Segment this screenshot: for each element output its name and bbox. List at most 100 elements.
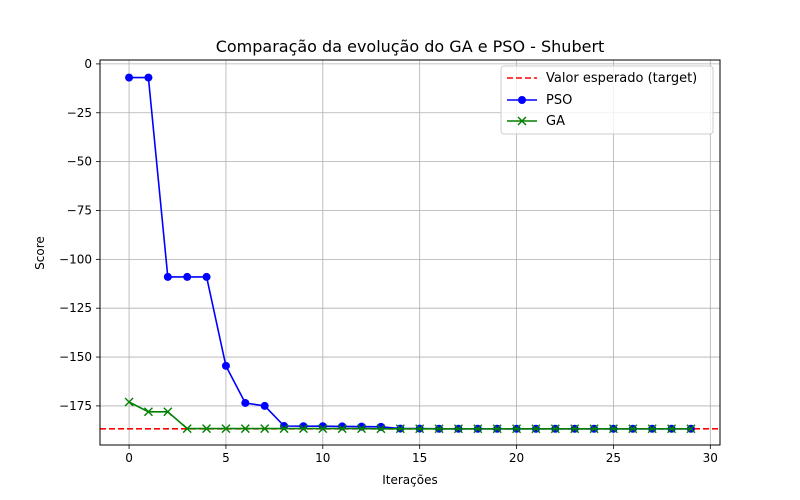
- legend-ga-marker-stroke: [517, 116, 527, 126]
- x-tick-label: 20: [509, 451, 524, 465]
- ga-point: [202, 424, 212, 434]
- legend-box: [500, 65, 714, 135]
- pso-point: [163, 272, 172, 281]
- ga-point: [550, 424, 560, 434]
- ga-point-stroke: [453, 424, 463, 434]
- ga-point-stroke: [589, 424, 599, 434]
- ga-point: [395, 424, 405, 434]
- pso-point: [125, 73, 134, 82]
- ga-point: [434, 424, 444, 434]
- pso-point: [144, 73, 153, 82]
- legend: Valor esperado (target) PSO GA: [500, 65, 714, 135]
- ga-point: [143, 407, 153, 417]
- ga-point-stroke: [240, 424, 250, 434]
- ga-point-stroke: [570, 424, 580, 434]
- ga-point-stroke: [202, 424, 212, 434]
- y-tick-label: −75: [67, 203, 92, 217]
- x-tick-label: 0: [125, 451, 133, 465]
- legend-ga-label: GA: [546, 114, 565, 129]
- y-axis-label: Score: [33, 236, 47, 270]
- ga-point: [240, 424, 250, 434]
- ga-point: [453, 424, 463, 434]
- x-tick-label: 25: [606, 451, 621, 465]
- ga-point-stroke: [357, 424, 367, 434]
- ga-point-stroke: [376, 424, 386, 434]
- series-group: [124, 73, 696, 434]
- ga-point: [667, 424, 677, 434]
- y-tick-label: −25: [67, 106, 92, 120]
- ga-point: [357, 424, 367, 434]
- x-tick-label: 5: [222, 451, 230, 465]
- ticks: 0 5 10 15 20 25 30 0 −25 −50 −75 −100 −125 −150 −175: [59, 57, 718, 465]
- ga-point-stroke: [143, 407, 153, 417]
- ga-point-stroke: [124, 397, 134, 407]
- ga-point: [492, 424, 502, 434]
- ga-point-stroke: [492, 424, 502, 434]
- grid: [100, 60, 720, 445]
- legend-pso-marker: [518, 96, 526, 104]
- ga-point-stroke: [298, 424, 308, 434]
- ga-point: [512, 424, 522, 434]
- ga-point: [124, 397, 134, 407]
- pso-point: [260, 401, 269, 410]
- ga-point: [473, 424, 483, 434]
- ga-point-stroke: [531, 424, 541, 434]
- ga-point: [163, 407, 173, 417]
- y-tick-label: 0: [84, 57, 92, 71]
- ga-point-stroke: [667, 424, 677, 434]
- ga-point-stroke: [395, 424, 405, 434]
- x-axis-label: Iterações: [382, 473, 438, 487]
- ga-point-stroke: [608, 424, 618, 434]
- y-tick-label: −125: [59, 301, 92, 315]
- ga-point: [531, 424, 541, 434]
- y-tick-label: −100: [59, 252, 92, 266]
- ga-point: [589, 424, 599, 434]
- pso-point: [221, 361, 230, 370]
- ga-point: [647, 424, 657, 434]
- ga-point: [337, 424, 347, 434]
- ga-point-stroke: [647, 424, 657, 434]
- ga-point-stroke: [318, 424, 328, 434]
- plot-frame: [99, 59, 721, 446]
- ga-point-stroke: [628, 424, 638, 434]
- ga-point-stroke: [434, 424, 444, 434]
- x-tick-label: 10: [315, 451, 330, 465]
- ga-point-stroke: [279, 424, 289, 434]
- ga-point-stroke: [686, 424, 696, 434]
- y-tick-label: −175: [59, 399, 92, 413]
- ga-line: [128, 401, 691, 430]
- ga-point: [376, 424, 386, 434]
- ga-point: [221, 424, 231, 434]
- ga-point: [318, 424, 328, 434]
- ga-point-stroke: [163, 407, 173, 417]
- chart-title: Comparação da evolução do GA e PSO - Shu…: [216, 37, 605, 56]
- pso-point: [241, 398, 250, 407]
- ga-point-stroke: [182, 424, 192, 434]
- legend-target-label: Valor esperado (target): [546, 71, 697, 86]
- y-tick-label: −150: [59, 350, 92, 364]
- ga-point: [182, 424, 192, 434]
- legend-ga-marker: [517, 116, 527, 126]
- ga-point: [628, 424, 638, 434]
- x-tick-label: 15: [412, 451, 427, 465]
- ga-point: [279, 424, 289, 434]
- ga-point-stroke: [473, 424, 483, 434]
- pso-point: [183, 272, 192, 281]
- ga-point-stroke: [221, 424, 231, 434]
- ga-point: [608, 424, 618, 434]
- ga-point: [415, 424, 425, 434]
- ga-point: [570, 424, 580, 434]
- y-tick-label: −50: [67, 155, 92, 169]
- ga-point-stroke: [550, 424, 560, 434]
- ga-point: [260, 424, 270, 434]
- ga-point-stroke: [512, 424, 522, 434]
- legend-pso-label: PSO: [546, 93, 572, 108]
- ga-point: [686, 424, 696, 434]
- ga-point-stroke: [260, 424, 270, 434]
- ga-point-stroke: [415, 424, 425, 434]
- pso-point: [202, 272, 211, 281]
- ga-point: [298, 424, 308, 434]
- x-tick-label: 30: [703, 451, 718, 465]
- ga-point-stroke: [337, 424, 347, 434]
